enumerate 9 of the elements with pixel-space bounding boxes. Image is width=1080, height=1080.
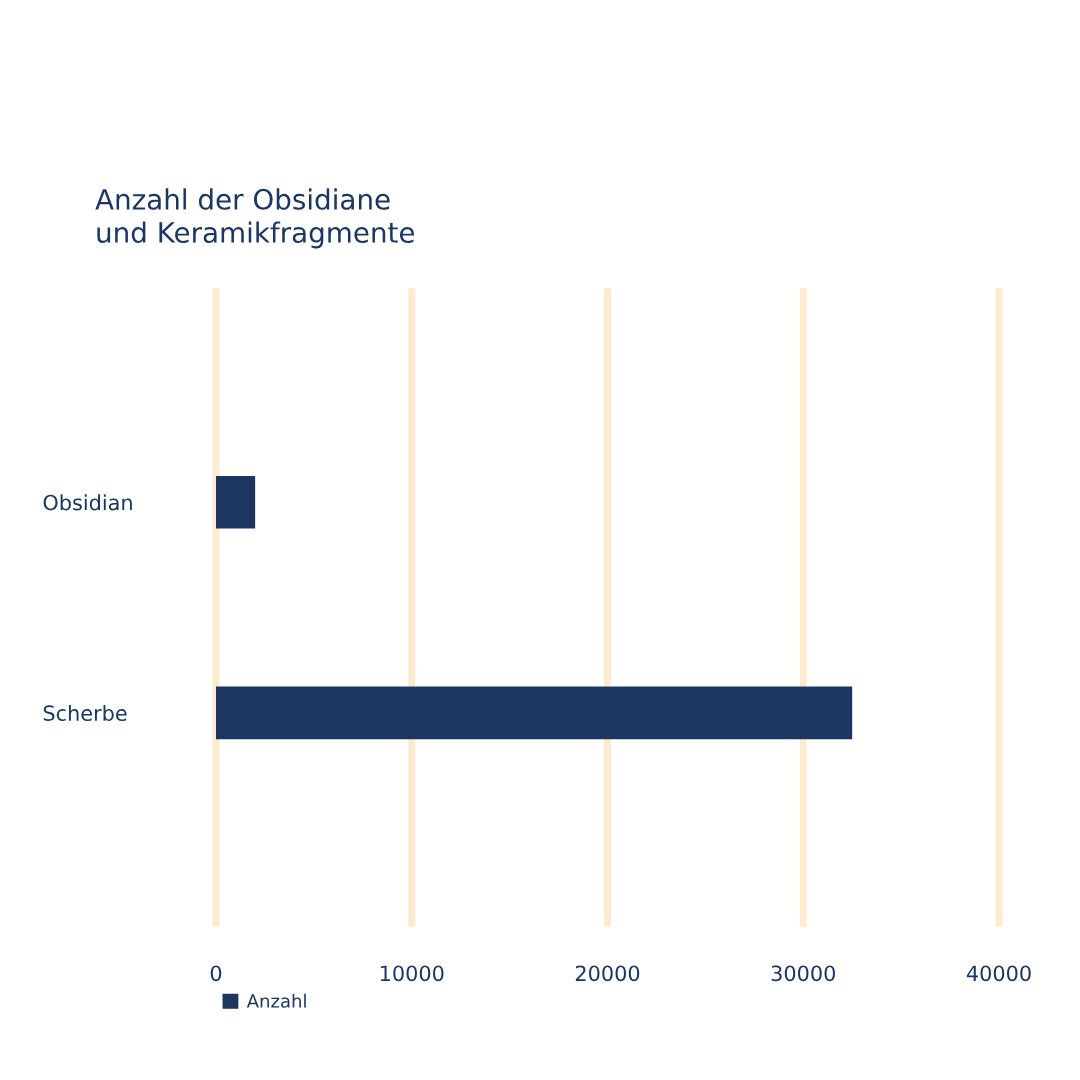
x-tick-label: 20000 (575, 965, 640, 982)
x-tick-label: 30000 (771, 965, 835, 982)
chart-title: Anzahl der Obsidiane und Keramikfragmente (95, 188, 415, 249)
x-tick-label: 10000 (380, 965, 444, 982)
y-tick-label: Scherbe (43, 704, 127, 722)
x-tick-label: 0 (210, 965, 222, 982)
legend-label: Anzahl (246, 993, 306, 1008)
x-tick-label: 40000 (966, 965, 1031, 982)
y-tick-label: Obsidian (43, 494, 132, 511)
